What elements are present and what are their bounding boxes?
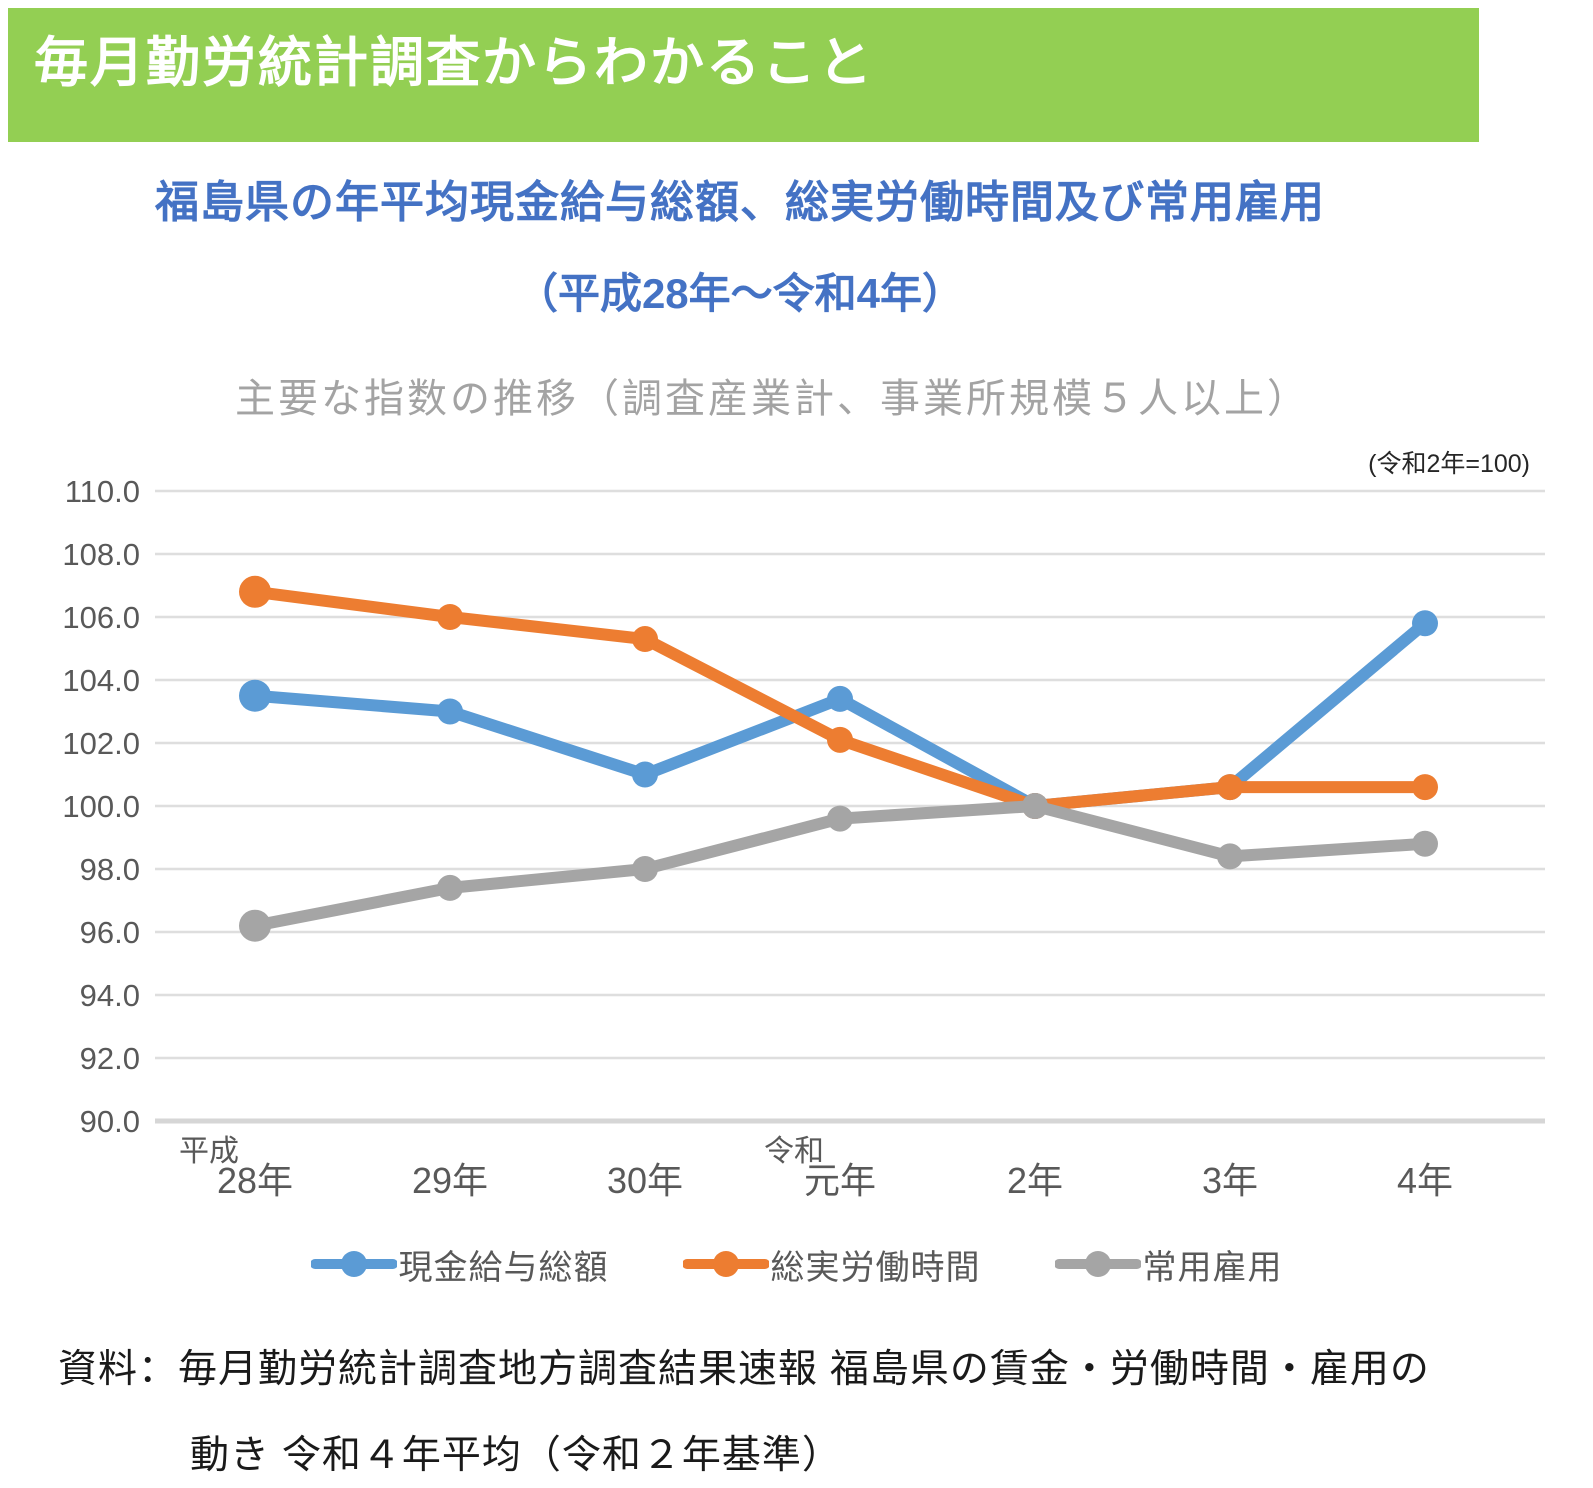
- legend-marker-icon: [310, 1251, 397, 1277]
- index-base-note: (令和2年=100): [1368, 450, 1530, 478]
- y-tick-label: 94.0: [80, 978, 140, 1013]
- legend-marker-icon: [682, 1251, 769, 1277]
- series-line-0: [249, 617, 1431, 812]
- y-tick-label: 106.0: [62, 600, 140, 635]
- data-point-series1: [437, 604, 463, 630]
- chart-title: 主要な指数の推移（調査産業計、事業所規模５人以上）: [235, 377, 1310, 421]
- data-point-series2: [1412, 830, 1438, 857]
- chart-subtitle-line1: 福島県の年平均現金給与総額、総実労働時間及び常用雇用: [155, 178, 1325, 227]
- y-tick-label: 98.0: [80, 852, 140, 887]
- data-point-series0: [1412, 610, 1438, 637]
- y-tick-label: 100.0: [62, 789, 140, 824]
- data-point-series0: [437, 698, 463, 725]
- legend-item-0: 現金給与総額: [310, 1240, 609, 1289]
- y-tick-label: 96.0: [80, 915, 140, 950]
- x-tick-label: 30年: [607, 1160, 683, 1201]
- data-point-series0: [827, 685, 853, 712]
- legend-label: 現金給与総額: [398, 1248, 609, 1287]
- y-tick-label: 110.0: [65, 474, 140, 509]
- legend-marker-icon: [1054, 1251, 1141, 1277]
- data-point-series1: [1412, 774, 1438, 801]
- legend-label: 総実労働時間: [770, 1248, 981, 1287]
- x-tick-label: 元年: [804, 1160, 876, 1201]
- data-point-series2: [239, 909, 271, 942]
- x-tick-label: 28年: [217, 1160, 293, 1201]
- page-title: 毎月勤労統計調査からわかること: [34, 33, 874, 93]
- source-note-line1: 資料：毎月勤労統計調査地方調査結果速報 福島県の賃金・労働時間・雇用の: [58, 1348, 1430, 1391]
- legend-dot: [712, 1251, 739, 1277]
- data-point-series2: [1022, 793, 1048, 819]
- era-label: 令和: [764, 1135, 824, 1168]
- data-point-series1: [239, 575, 271, 608]
- data-point-series2: [632, 856, 658, 882]
- x-tick-label: 4年: [1397, 1160, 1453, 1201]
- data-point-series0: [239, 679, 271, 712]
- data-point-series1: [632, 626, 658, 653]
- legend-label: 常用雇用: [1142, 1248, 1283, 1287]
- legend-item-2: 常用雇用: [1054, 1240, 1283, 1289]
- y-tick-label: 90.0: [80, 1104, 140, 1139]
- x-tick-label: 2年: [1007, 1160, 1063, 1201]
- data-point-series0: [632, 761, 658, 788]
- era-label: 平成: [179, 1135, 239, 1168]
- y-tick-label: 108.0: [62, 537, 140, 572]
- source-note-line2: 動き 令和４年平均（令和２年基準）: [190, 1434, 842, 1477]
- y-tick-label: 92.0: [80, 1041, 140, 1076]
- legend-dot: [340, 1251, 367, 1277]
- x-tick-label: 3年: [1202, 1160, 1258, 1201]
- data-point-series2: [437, 874, 463, 901]
- chart-legend: 現金給与総額 総実労働時間 常用雇用: [0, 1240, 1593, 1288]
- data-point-series2: [827, 805, 853, 832]
- header-banner: 毎月勤労統計調査からわかること: [8, 8, 1479, 142]
- data-point-series1: [827, 726, 853, 753]
- legend-dot: [1084, 1251, 1111, 1277]
- x-tick-label: 29年: [412, 1160, 488, 1201]
- y-tick-label: 104.0: [62, 663, 140, 698]
- data-point-series2: [1217, 843, 1243, 870]
- y-tick-label: 102.0: [62, 726, 140, 761]
- chart-subtitle-line2: （平成28年～令和4年）: [515, 270, 965, 317]
- legend-item-1: 総実労働時間: [682, 1240, 981, 1289]
- line-chart: 90.0 92.0 94.0 96.0 98.0 100.0 102.0 104.0 106.0…: [62, 474, 1545, 1201]
- data-point-series1: [1217, 774, 1243, 801]
